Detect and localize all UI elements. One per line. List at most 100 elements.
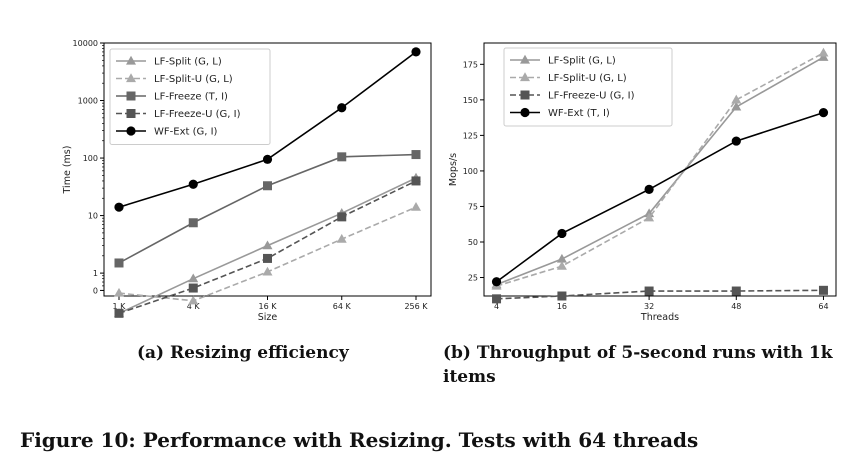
legend-label: WF-Ext (G, I) [154, 127, 218, 138]
legend-box [503, 47, 673, 127]
data-point [644, 286, 654, 296]
series-line [496, 52, 824, 287]
series-1 [491, 47, 829, 290]
legend-label: LF-Freeze (T, I) [154, 92, 228, 103]
y-tick-label: 125 [463, 131, 478, 140]
y-tick-label: 0 [93, 286, 98, 295]
legend-marker [520, 107, 530, 118]
series-3 [491, 108, 829, 287]
data-point [731, 136, 741, 146]
data-point [263, 253, 272, 263]
y-tick-label: 75 [468, 202, 478, 211]
legend-label: LF-Freeze-U (G, I) [548, 91, 635, 102]
x-axis-label: Size [258, 312, 278, 323]
data-point [262, 240, 273, 250]
x-tick-label: 256 K [404, 302, 428, 311]
y-axis-label: Mops/s [448, 153, 459, 186]
data-point [411, 201, 421, 211]
data-point [337, 212, 347, 222]
caption-a: (a) Resizing efficiency [137, 343, 350, 363]
series-2 [492, 285, 828, 304]
y-tick-label: 10000 [73, 39, 98, 48]
legend-label: LF-Split (G, L) [154, 57, 222, 68]
data-point [818, 47, 829, 57]
data-point [731, 94, 742, 104]
legend-marker [126, 126, 136, 136]
series-line [496, 289, 824, 300]
legend-box [109, 48, 271, 145]
data-point [818, 108, 829, 118]
data-point [731, 286, 741, 296]
y-tick-label: 1000 [78, 97, 98, 106]
data-point [188, 295, 199, 305]
data-point [411, 176, 421, 186]
legend-label: WF-Ext (T, I) [548, 108, 610, 119]
y-tick-label: 50 [468, 238, 478, 247]
data-point [492, 294, 502, 304]
legend: LF-Split (G, L) LF-Split-U (G, L) LF-Freez… [503, 47, 673, 127]
x-axis-label: Threads [640, 312, 679, 323]
legend-label: LF-Freeze-U (G, I) [154, 109, 241, 120]
x-tick-label: 48 [731, 302, 741, 311]
legend-marker [520, 54, 530, 64]
x-tick-label: 64 K [333, 302, 352, 311]
legend-marker [520, 90, 530, 100]
figure-caption: Figure 10: Performance with Resizing. Te… [20, 428, 698, 452]
data-point [731, 101, 742, 111]
legend-marker [126, 73, 136, 83]
legend-marker [126, 91, 136, 101]
data-point [263, 181, 272, 191]
chart-resizing-efficiency: 1 K 4 K 16 K 64 K 256 K 0 1 10 100 1000 10000 Size T… [62, 39, 432, 323]
legend-label: LF-Split-U (G, L) [548, 73, 627, 84]
data-point [188, 179, 198, 189]
caption-b-line1: (b) Throughput of 5-second runs with 1k [443, 343, 834, 363]
data-point [411, 47, 421, 57]
legend-label: LF-Split (G, L) [548, 56, 616, 67]
x-tick-label: 16 [557, 302, 567, 311]
data-point [262, 266, 273, 276]
y-tick-label: 100 [83, 154, 98, 163]
y-tick-label: 150 [463, 96, 478, 105]
x-tick-label: 4 K [187, 302, 201, 311]
data-point [644, 212, 655, 222]
series-2 [114, 150, 421, 268]
y-tick-label: 175 [463, 60, 478, 69]
x-tick-label: 64 [818, 302, 828, 311]
data-point [556, 260, 567, 270]
x-tick-label: 16 K [259, 302, 278, 311]
data-point [818, 285, 828, 295]
x-tick-label: 32 [644, 302, 654, 311]
legend: LF-Split (G, L) LF-Split-U (G, L) LF-Freez… [109, 48, 271, 145]
data-point [188, 283, 198, 293]
series-3 [114, 176, 421, 318]
x-tick-label: 4 [494, 302, 499, 311]
data-point [556, 253, 567, 263]
y-tick-label: 1 [93, 269, 98, 278]
data-point [114, 308, 124, 318]
y-tick-label: 10 [88, 212, 98, 221]
x-tick-label: 1 K [113, 302, 127, 311]
series-line [496, 111, 824, 283]
series-4 [114, 47, 421, 212]
data-point [491, 277, 502, 287]
data-point [188, 218, 198, 228]
data-point [114, 202, 124, 212]
data-point [337, 103, 347, 113]
y-axis-label: Time (ms) [62, 146, 73, 195]
legend-label: LF-Split-U (G, L) [154, 74, 233, 85]
plot-frame [483, 42, 837, 297]
data-point [188, 273, 199, 283]
data-point [557, 228, 567, 239]
data-point [114, 258, 124, 268]
data-point [262, 154, 273, 164]
data-point [411, 150, 421, 160]
y-tick-label: 100 [463, 167, 478, 176]
series-1 [114, 201, 421, 305]
data-point [114, 287, 124, 297]
legend-marker [126, 55, 136, 65]
chart-throughput: 4 16 32 48 64 25 50 75 100 125 150 175 Threads Mops/s… [448, 42, 837, 323]
data-point [337, 152, 347, 162]
data-point [644, 184, 654, 194]
y-tick-label: 25 [468, 274, 478, 283]
